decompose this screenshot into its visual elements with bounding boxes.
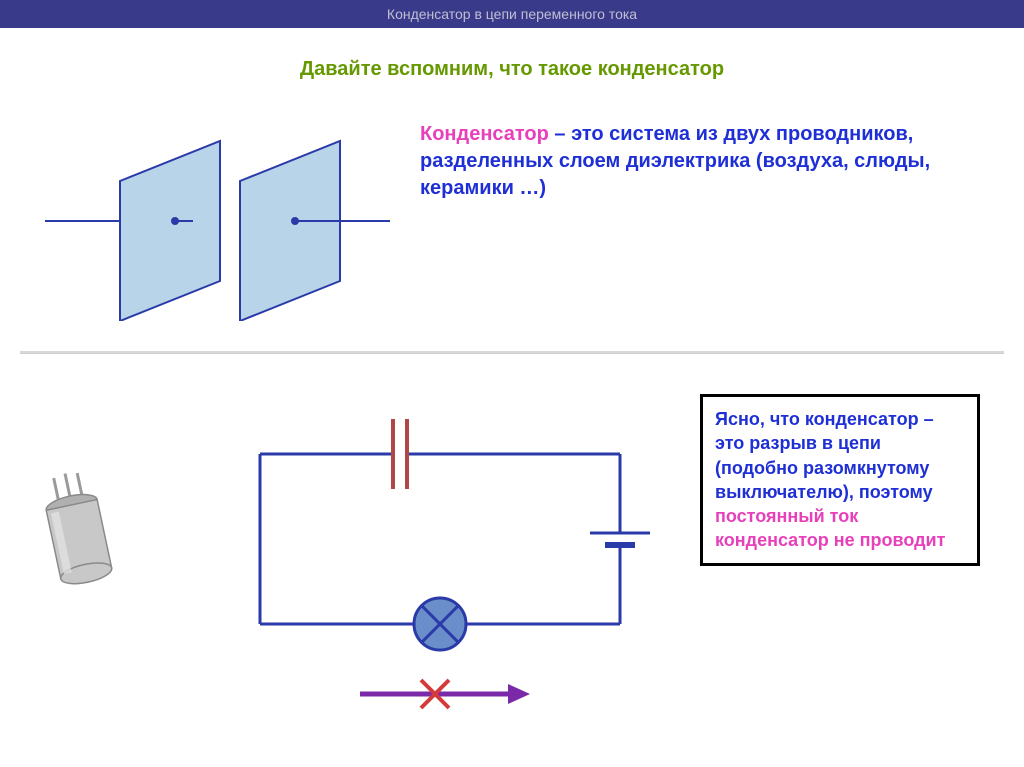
- capacitor-photo: [30, 464, 130, 609]
- subtitle-text: Давайте вспомним, что такое конденсатор: [300, 58, 724, 80]
- definition-text: Конденсатор – это система из двух провод…: [420, 121, 940, 202]
- top-region: Конденсатор – это система из двух провод…: [0, 81, 1024, 351]
- conclusion-part2: постоянный ток конденсатор не проводит: [715, 506, 945, 550]
- subtitle: Давайте вспомним, что такое конденсатор: [0, 58, 1024, 81]
- capacitor-plates-diagram: [40, 101, 400, 321]
- slide-title: Конденсатор в цепи переменного тока: [387, 6, 637, 22]
- bottom-region: Ясно, что конденсатор – это разрыв в цеп…: [0, 354, 1024, 754]
- conclusion-part1: Ясно, что конденсатор – это разрыв в цеп…: [715, 409, 934, 502]
- circuit-diagram: [230, 394, 650, 734]
- slide-header: Конденсатор в цепи переменного тока: [0, 0, 1024, 28]
- conclusion-box: Ясно, что конденсатор – это разрыв в цеп…: [700, 394, 980, 566]
- definition-lead: Конденсатор: [420, 123, 549, 145]
